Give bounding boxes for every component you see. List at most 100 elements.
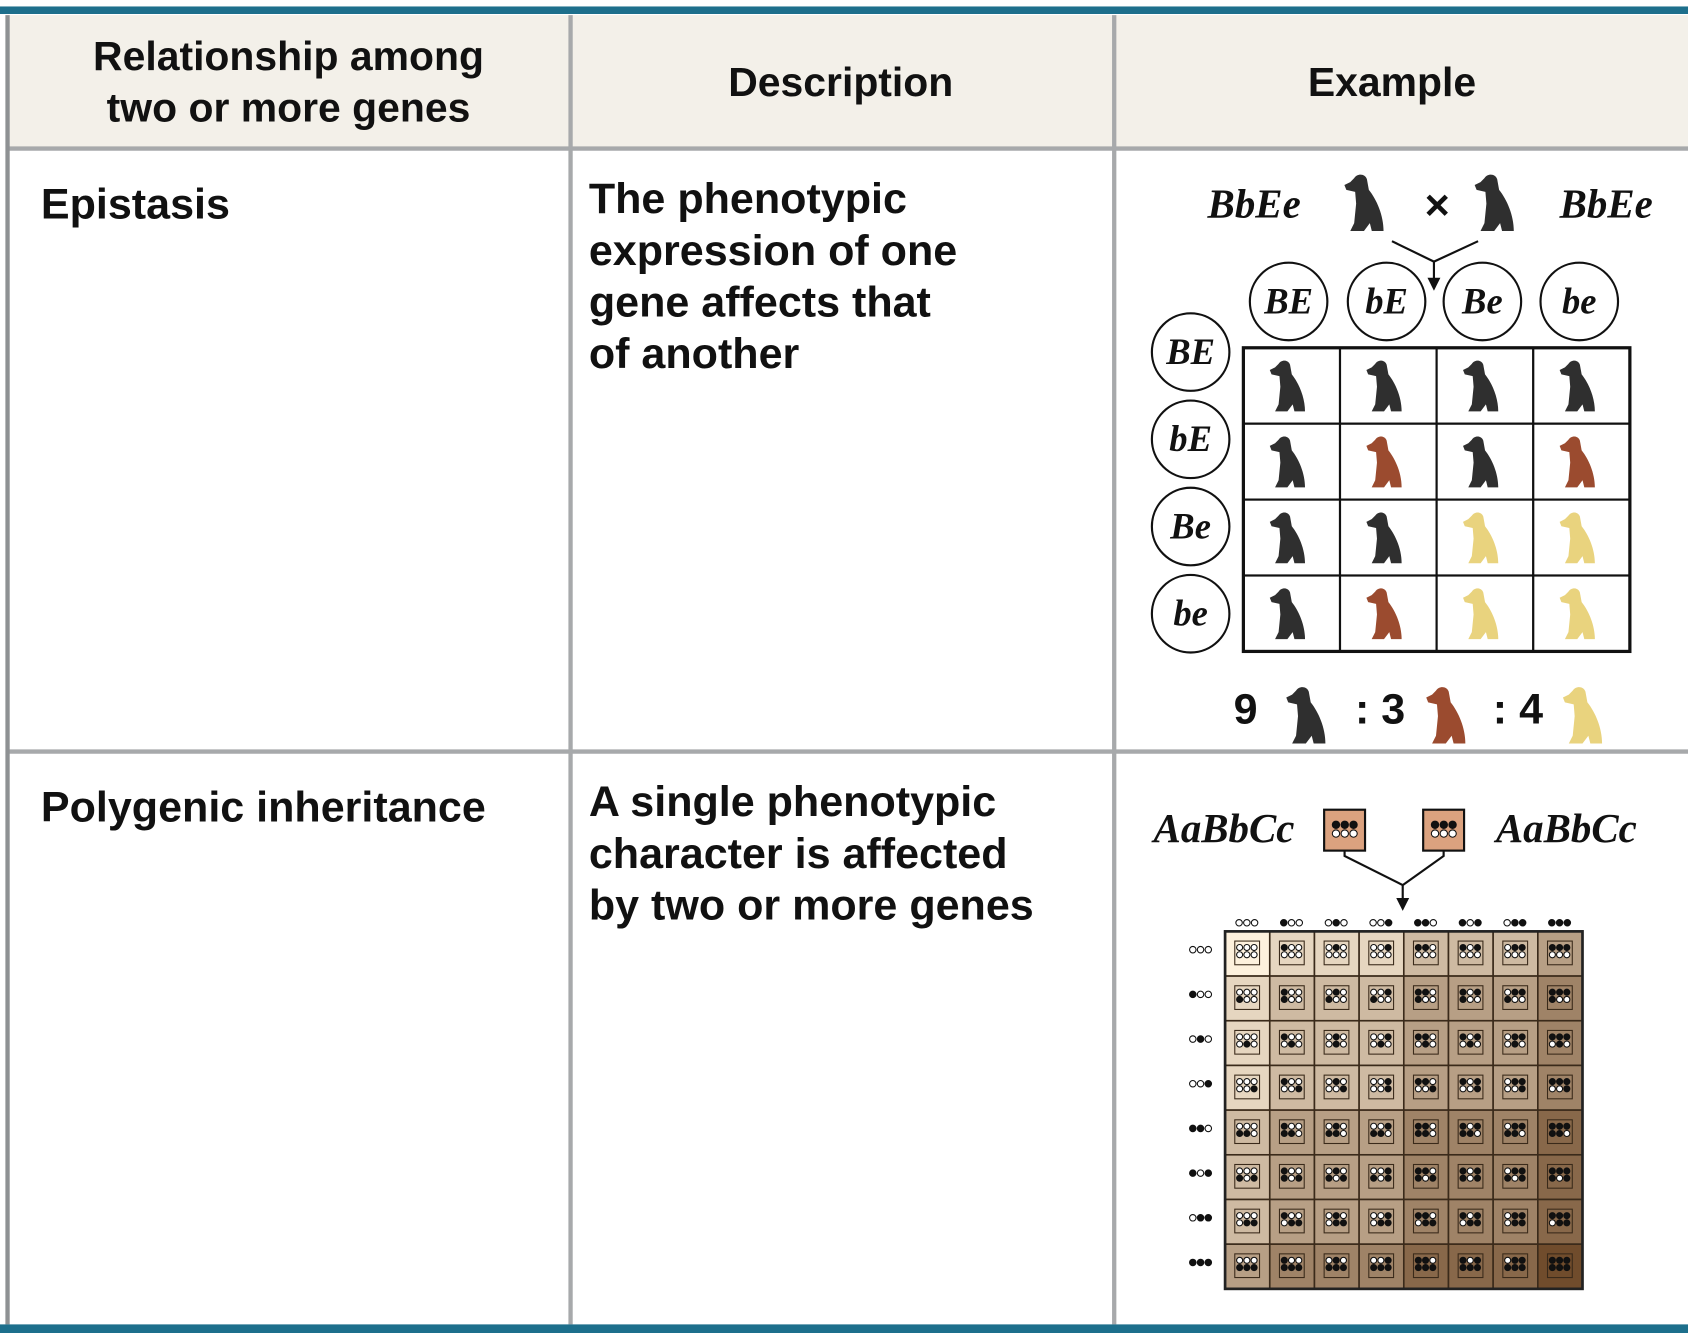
allele-dot xyxy=(1250,1085,1258,1093)
allele-dot xyxy=(1332,995,1340,1004)
allele-dot xyxy=(1518,1174,1526,1182)
allele-dot xyxy=(1189,945,1197,954)
genotype: AaBbCc xyxy=(1493,806,1637,851)
allele-dot xyxy=(1563,1122,1571,1130)
allele-dot xyxy=(1280,1167,1288,1175)
allele-dot xyxy=(1548,1219,1556,1227)
allele-dot xyxy=(1556,1033,1564,1041)
allele-dot xyxy=(1466,1122,1474,1130)
allele-dot xyxy=(1473,1174,1482,1182)
cell-icon xyxy=(1278,1029,1305,1055)
allele-dot xyxy=(1384,1033,1392,1041)
allele-dot xyxy=(1429,988,1437,996)
allele-dot xyxy=(1548,1129,1556,1138)
allele-dot xyxy=(1548,1040,1556,1048)
allele-dot xyxy=(1370,1174,1378,1182)
description-line: The phenotypic xyxy=(589,175,907,223)
allele-dot xyxy=(1339,951,1347,959)
allele-dot xyxy=(1556,1078,1564,1086)
allele-dot xyxy=(1295,1033,1303,1041)
allele-dot xyxy=(1563,1256,1571,1264)
allele-dot xyxy=(1325,1256,1333,1264)
allele-dot xyxy=(1189,1258,1197,1267)
allele-dot xyxy=(1235,918,1243,927)
allele-dot xyxy=(1384,1212,1392,1220)
allele-dot xyxy=(1332,1174,1340,1182)
genotype: BbEe xyxy=(1559,181,1653,226)
allele-dot xyxy=(1518,1078,1526,1086)
allele-dot xyxy=(1511,1174,1519,1182)
allele-dot xyxy=(1563,1212,1571,1220)
allele-dot xyxy=(1548,1264,1556,1272)
allele-dot xyxy=(1287,951,1296,959)
relationship: Epistasis xyxy=(41,181,230,229)
allele-dot xyxy=(1339,1122,1347,1130)
allele-dot xyxy=(1511,1256,1519,1264)
allele-dot xyxy=(1339,1219,1347,1227)
allele-dot xyxy=(1459,1129,1467,1138)
cell-icon xyxy=(1412,1253,1439,1279)
allele-dot xyxy=(1422,988,1430,996)
allele-dot xyxy=(1439,820,1448,829)
allele-dot xyxy=(1196,945,1205,954)
allele-dot xyxy=(1459,1256,1467,1264)
bottom-border xyxy=(0,1324,1688,1333)
allele-dot xyxy=(1466,1212,1474,1220)
column-header: Example xyxy=(1308,59,1476,105)
allele-dot xyxy=(1563,1167,1571,1175)
allele-dot xyxy=(1466,1174,1474,1182)
allele-dot xyxy=(1332,1219,1340,1227)
allele-dot xyxy=(1556,1212,1564,1220)
allele-dot xyxy=(1377,1174,1385,1182)
allele-dot xyxy=(1466,988,1474,996)
allele-dot xyxy=(1466,1167,1474,1175)
genotype: BbEe xyxy=(1207,181,1301,226)
allele-dot xyxy=(1548,918,1556,927)
cell-icon xyxy=(1368,1253,1395,1279)
allele-dot xyxy=(1243,1078,1251,1086)
allele-dot xyxy=(1414,1078,1422,1086)
allele-dot xyxy=(1280,951,1288,959)
allele-dot xyxy=(1287,1256,1296,1264)
allele-dot xyxy=(1370,1040,1378,1048)
allele-dot xyxy=(1459,988,1467,996)
allele-dot xyxy=(1439,829,1448,838)
cell-icon xyxy=(1412,1163,1439,1189)
allele-dot xyxy=(1325,1040,1333,1048)
allele-dot xyxy=(1504,1264,1512,1272)
allele-dot xyxy=(1287,1264,1296,1272)
allele-dot xyxy=(1563,1033,1571,1041)
polygenic-cell xyxy=(1224,1064,1271,1111)
allele-dot xyxy=(1236,1122,1244,1130)
allele-dot xyxy=(1473,1264,1482,1272)
allele-dot xyxy=(1250,988,1258,996)
allele-dot xyxy=(1204,1124,1213,1133)
cell-icon xyxy=(1278,940,1305,966)
allele-dot xyxy=(1280,1085,1288,1093)
ratio: : 4 xyxy=(1493,686,1543,734)
cell-icon xyxy=(1278,1163,1305,1189)
allele-dot xyxy=(1196,1214,1205,1222)
cell-icon xyxy=(1457,1029,1484,1055)
gamete-circle xyxy=(1150,312,1231,392)
allele-dot xyxy=(1563,951,1571,959)
cell-icon xyxy=(1234,985,1261,1010)
allele-dot xyxy=(1243,1174,1251,1182)
allele-dot xyxy=(1511,1040,1519,1048)
allele-dot xyxy=(1422,1129,1430,1138)
allele-dot xyxy=(1287,918,1296,927)
allele-dot xyxy=(1349,820,1358,829)
allele-dot xyxy=(1340,918,1348,927)
allele-dot xyxy=(1473,1219,1482,1227)
allele-dot xyxy=(1243,1033,1251,1041)
allele-dot xyxy=(1250,918,1259,927)
allele-dot xyxy=(1332,1167,1340,1175)
allele-dot xyxy=(1466,1085,1474,1093)
allele-dot xyxy=(1511,951,1519,959)
allele-dot xyxy=(1204,1258,1213,1267)
allele-dot xyxy=(1548,1122,1556,1130)
allele-dot xyxy=(1295,918,1304,927)
allele-dot xyxy=(1473,1085,1482,1093)
allele-dot xyxy=(1556,988,1564,996)
allele-dot xyxy=(1459,1085,1467,1093)
